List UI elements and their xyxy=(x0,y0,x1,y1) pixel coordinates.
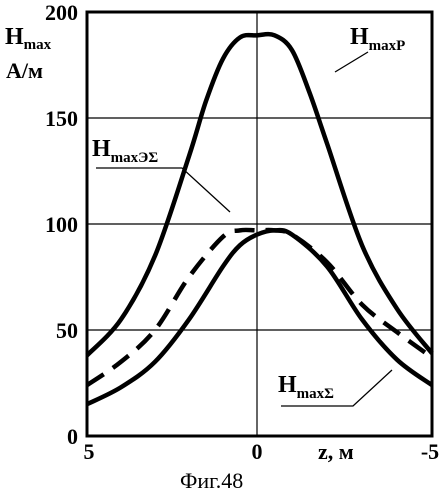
y-tick-label: 50 xyxy=(56,318,78,343)
series-label-text: HmaxЭΣ xyxy=(92,136,158,166)
curves xyxy=(87,34,432,404)
x-tick-label: -5 xyxy=(421,439,439,464)
y-tick-label: 0 xyxy=(67,424,78,449)
y-axis-label: Hmax xyxy=(5,24,52,53)
series-label-hmaxsigma: HmaxΣ xyxy=(278,370,392,406)
series-line-hmaxsigma xyxy=(87,230,432,404)
figure-caption: Фиг.48 xyxy=(180,468,243,493)
y-tick-label: 100 xyxy=(45,212,78,237)
leader-line xyxy=(96,168,230,212)
x-tick-label: 0 xyxy=(252,439,263,464)
series-label-hmaxp: HmaxP xyxy=(335,24,405,72)
x-tick-labels: 5 0 -5 xyxy=(84,439,440,464)
y-tick-label: 200 xyxy=(45,0,78,25)
grid-lines xyxy=(87,12,432,436)
series-line-hmaxp xyxy=(87,34,432,355)
series-label-hmaxesigma: HmaxЭΣ xyxy=(92,136,230,212)
y-axis-unit: А/м xyxy=(6,58,43,83)
x-axis-label: z, м xyxy=(318,439,354,464)
y-tick-labels: 0 50 100 150 200 xyxy=(45,0,78,449)
series-label-text: HmaxP xyxy=(350,24,405,54)
x-tick-label: 5 xyxy=(84,439,95,464)
series-line-hmaxesigma xyxy=(87,230,432,385)
series-label-text: HmaxΣ xyxy=(278,372,334,402)
y-tick-label: 150 xyxy=(45,106,78,131)
leader-line xyxy=(335,52,368,72)
